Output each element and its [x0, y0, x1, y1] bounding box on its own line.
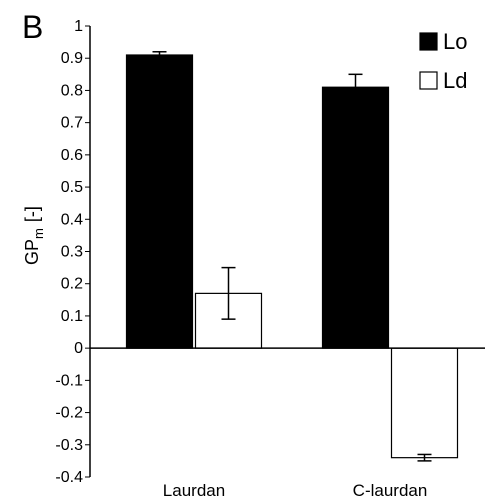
y-axis-label-main: GP — [22, 239, 42, 265]
y-tick-label: -0.3 — [55, 437, 83, 454]
legend-label-ld: Ld — [443, 68, 467, 93]
axes — [89, 26, 485, 477]
y-tick-label: -0.1 — [55, 372, 83, 389]
y-axis-label-sub: m — [31, 228, 46, 239]
y-tick-label: 0.4 — [61, 211, 83, 228]
y-tick-label: 0.6 — [61, 147, 83, 164]
svg-text:GPm[-]: GPm [-] — [22, 206, 46, 265]
y-tick-label: -0.2 — [55, 405, 83, 422]
legend-swatch-ld — [419, 71, 438, 90]
y-tick-label: -0.4 — [55, 469, 83, 486]
legend: Lo Ld — [419, 29, 467, 93]
panel-label: B — [22, 9, 43, 45]
bars — [125, 51, 459, 462]
x-category-label: C-laurdan — [353, 481, 428, 500]
legend-swatch-lo — [419, 32, 438, 51]
legend-label-lo: Lo — [443, 29, 467, 54]
y-tick-label: 1 — [74, 18, 83, 35]
y-tick-label: 0.5 — [61, 179, 83, 196]
y-tick-label: 0.2 — [61, 276, 83, 293]
y-tick-label: 0.7 — [61, 115, 83, 132]
y-axis-ticks: -0.4 -0.3 -0.2 -0.1 0 0.1 0.2 0.3 0.4 0.5 0.6 0.7 0.… — [55, 18, 90, 486]
y-tick-label: 0.9 — [61, 50, 83, 67]
y-tick-label: 0.8 — [61, 82, 83, 99]
bar-ld-c-laurdan — [390, 347, 459, 459]
y-axis-label-unit: [-] — [22, 206, 42, 222]
y-tick-label: 0.1 — [61, 308, 83, 325]
x-category-label: Laurdan — [163, 481, 225, 500]
bar-lo-c-laurdan — [321, 86, 390, 349]
bar-lo-laurdan — [125, 54, 194, 349]
y-axis-title: GPm [-] — [22, 206, 46, 265]
y-tick-label: 0 — [74, 340, 83, 357]
x-axis-category-labels: Laurdan C-laurdan — [163, 481, 428, 500]
y-tick-label: 0.3 — [61, 244, 83, 261]
